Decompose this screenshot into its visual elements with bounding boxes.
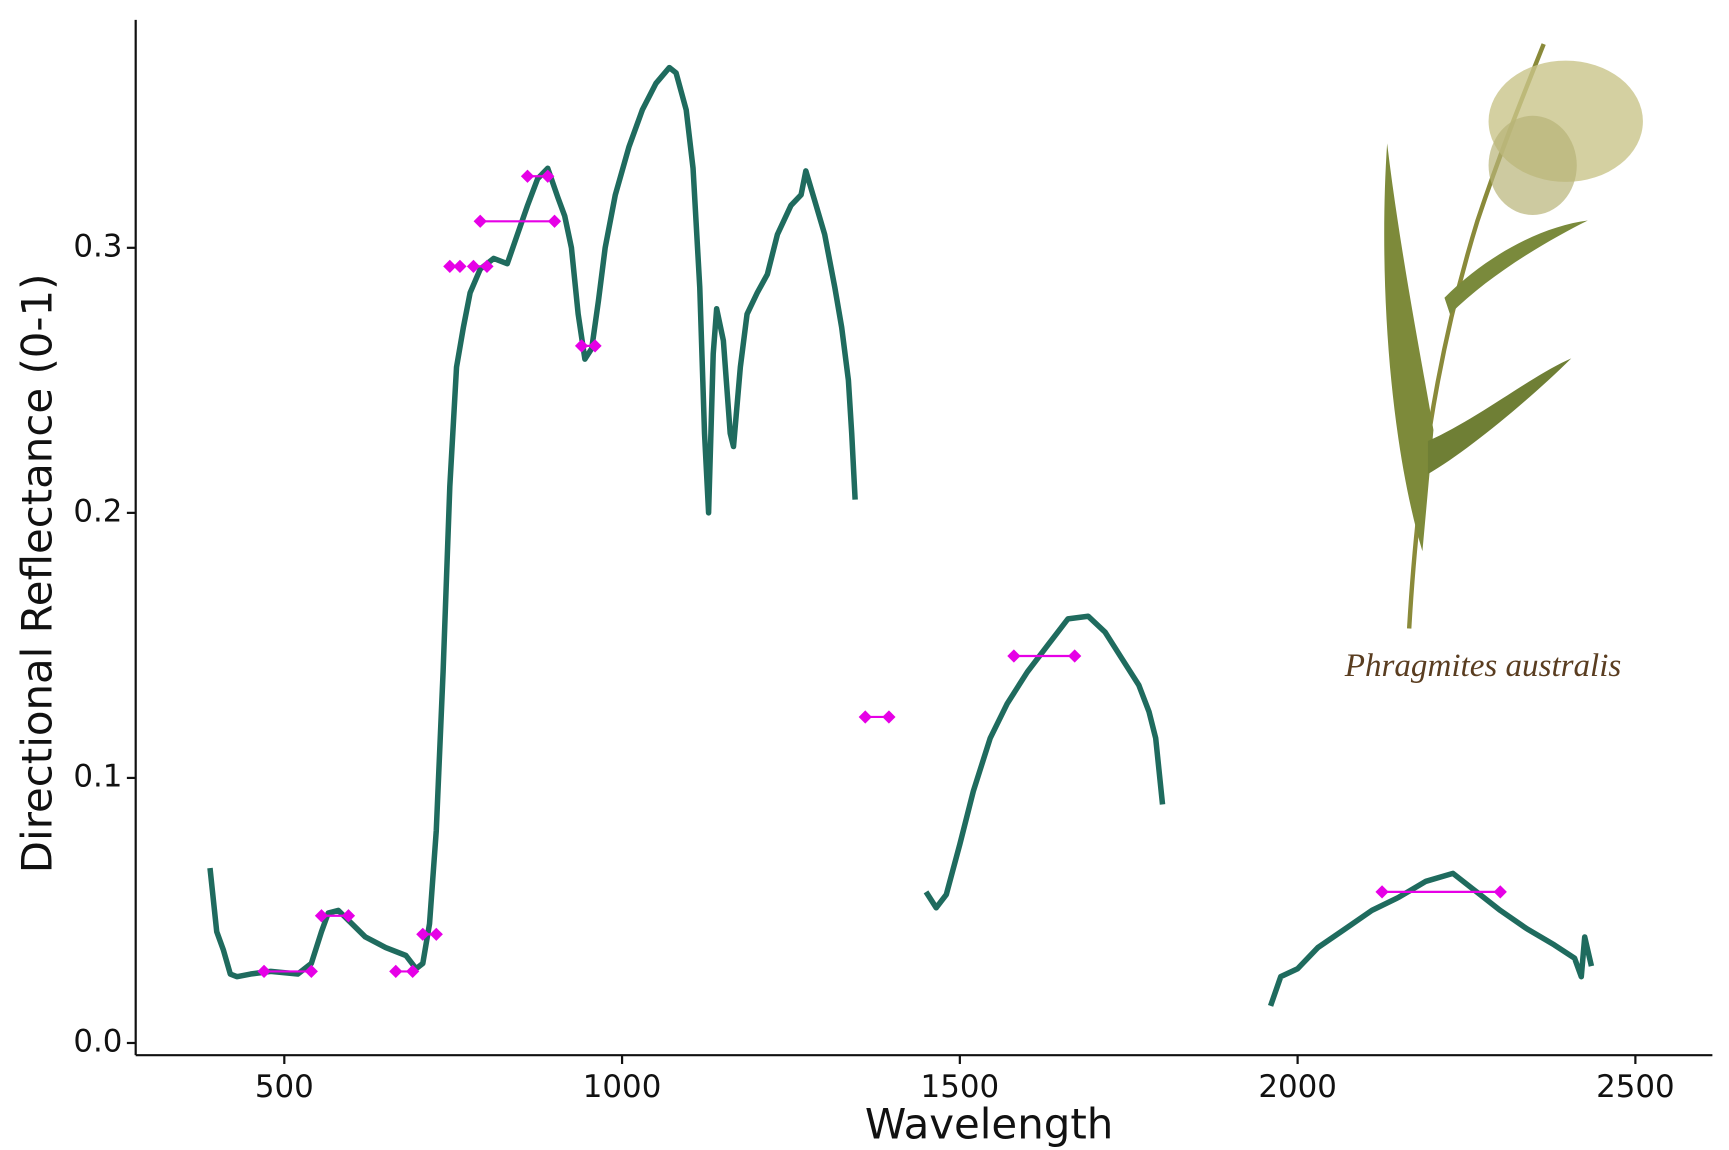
x-axis-title: Wavelength	[865, 1099, 1113, 1148]
band	[1375, 885, 1507, 899]
band	[473, 214, 562, 228]
y-tick-label: 0.3	[73, 228, 122, 264]
x-tick-label: 1000	[583, 1069, 662, 1105]
x-tick-label: 2500	[1596, 1069, 1675, 1105]
x-tick-label: 1500	[921, 1069, 1000, 1105]
y-tick-label: 0.1	[73, 758, 122, 794]
band	[574, 339, 602, 353]
y-axis-title: Directional Reflectance (0-1)	[12, 273, 61, 873]
band	[466, 259, 494, 273]
plant-illustration	[1384, 43, 1643, 629]
band	[858, 710, 896, 724]
band	[443, 259, 467, 273]
y-tick-label: 0.2	[73, 493, 122, 529]
x-tick-label: 2000	[1258, 1069, 1337, 1105]
spectrum-line	[207, 64, 1595, 1007]
y-tick-label: 0.0	[73, 1023, 122, 1059]
x-tick-label: 500	[255, 1069, 314, 1105]
species-label: Phragmites australis	[1344, 648, 1621, 684]
